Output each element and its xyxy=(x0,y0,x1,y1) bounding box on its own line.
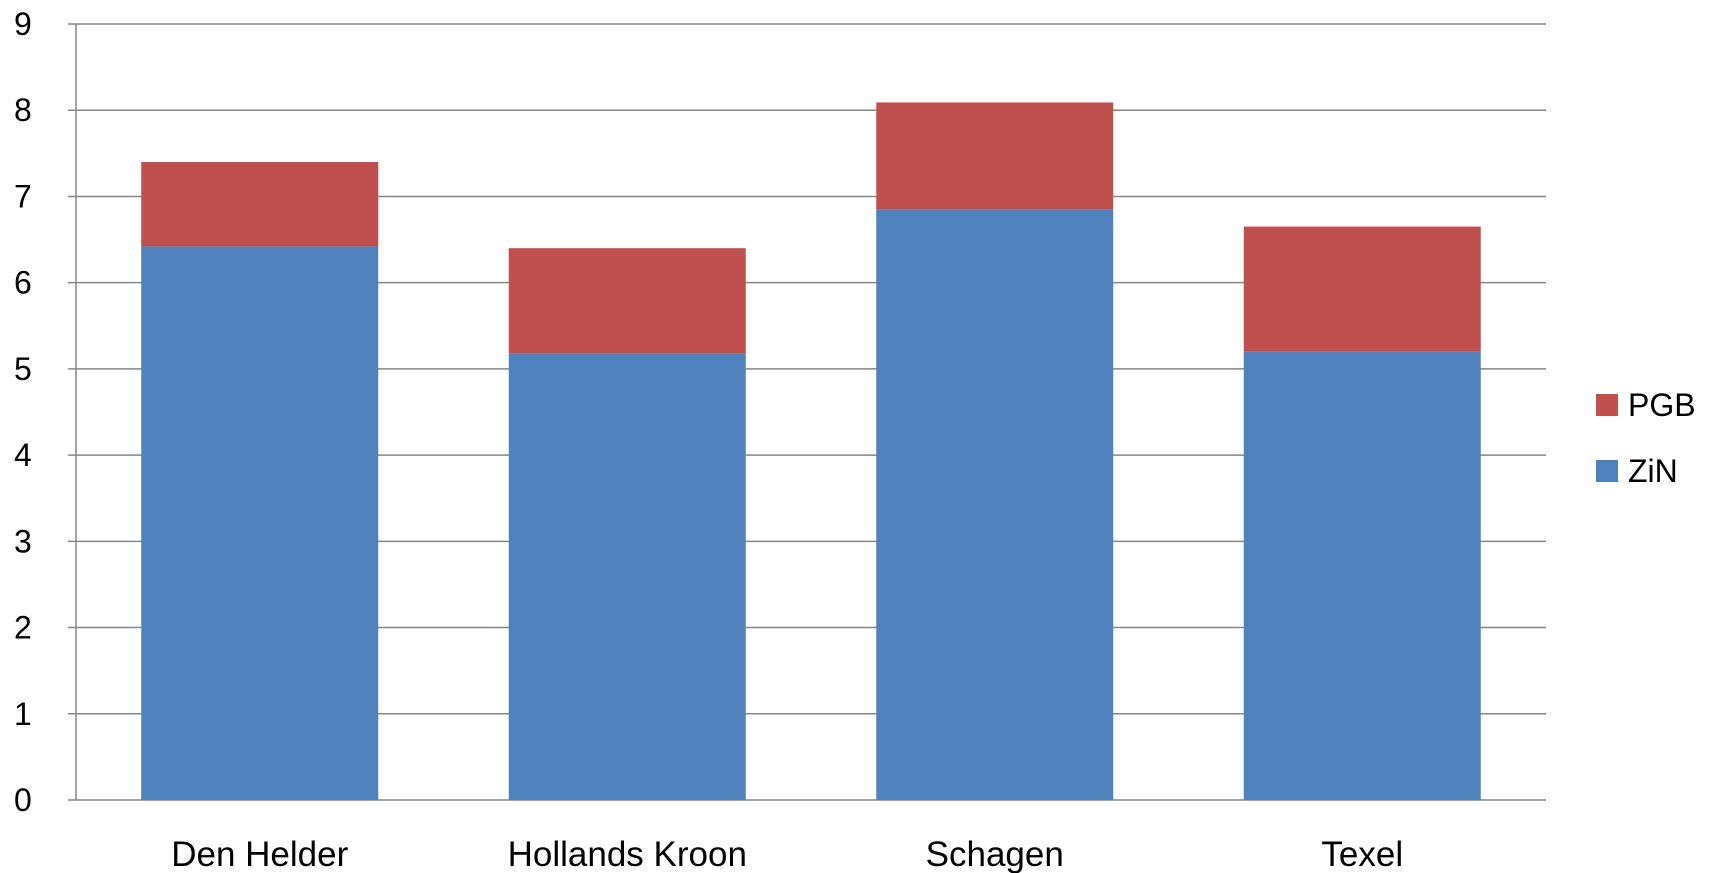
bar-zin-den-helder xyxy=(141,246,379,800)
bar-pgb-den-helder xyxy=(141,161,379,247)
bar-pgb-hollands-kroon xyxy=(508,248,746,354)
y-tick-label: 8 xyxy=(14,92,32,128)
y-tick-label: 2 xyxy=(14,610,32,646)
bar-zin-texel xyxy=(1243,351,1481,800)
y-tick-label: 6 xyxy=(14,265,32,301)
x-category-label: Hollands Kroon xyxy=(508,835,747,873)
bar-zin-hollands-kroon xyxy=(508,353,746,800)
legend: PGB ZiN xyxy=(1596,387,1696,489)
bar-zin-schagen xyxy=(876,209,1114,800)
x-category-label: Den Helder xyxy=(171,835,348,873)
legend-label-zin: ZiN xyxy=(1628,453,1678,489)
bar-pgb-texel xyxy=(1243,226,1481,352)
y-tick-label: 9 xyxy=(14,6,32,42)
bar-pgb-schagen xyxy=(876,102,1114,210)
y-tick-label: 1 xyxy=(14,696,32,732)
y-tick-label: 0 xyxy=(14,782,32,818)
y-tick-label: 5 xyxy=(14,351,32,387)
x-category-label: Schagen xyxy=(926,835,1064,873)
legend-swatch-pgb xyxy=(1596,394,1618,416)
legend-swatch-zin xyxy=(1596,460,1618,482)
y-tick-label: 4 xyxy=(14,437,32,473)
y-tick-label: 7 xyxy=(14,178,32,214)
y-tick-label: 3 xyxy=(14,523,32,559)
x-category-label: Texel xyxy=(1321,835,1403,873)
legend-label-pgb: PGB xyxy=(1628,387,1696,423)
